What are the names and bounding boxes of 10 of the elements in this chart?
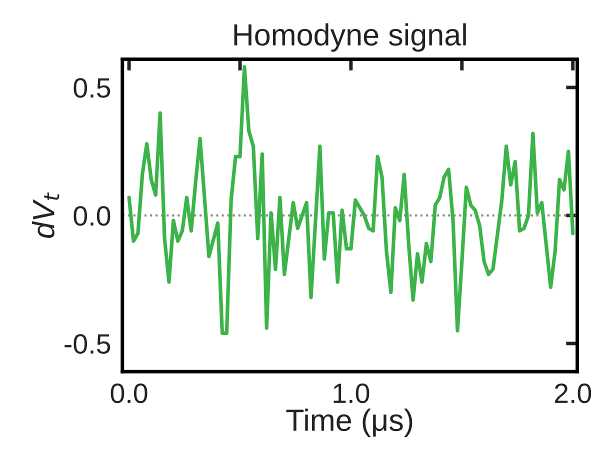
x-tick-label: 0.0 (110, 383, 148, 404)
chart-title: Homodyne signal (234, 23, 466, 52)
x-axis-title: Time (μs) (286, 408, 412, 438)
x-tick-label: 1.0 (334, 383, 370, 404)
y-tick-label: 0.0 (74, 206, 110, 226)
x-tick-label: 2.0 (554, 383, 592, 404)
y-tick-label: -0.5 (64, 334, 110, 354)
y-tick-label: 0.5 (74, 78, 110, 98)
y-axis-title: dV$_{t}$ (32, 192, 60, 238)
line-series (127, 65, 575, 336)
